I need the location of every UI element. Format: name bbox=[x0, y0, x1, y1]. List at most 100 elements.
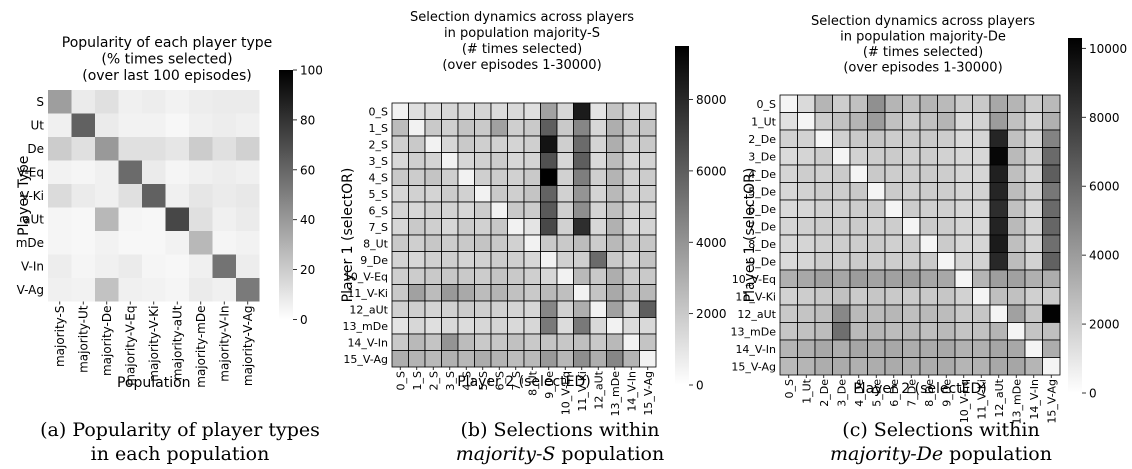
heatmap-cell bbox=[639, 284, 657, 302]
heatmap-cell bbox=[639, 201, 657, 219]
heatmap-cell bbox=[236, 254, 260, 278]
heatmap-cell bbox=[814, 357, 833, 376]
heatmap-cell bbox=[408, 333, 426, 351]
heatmap-cell bbox=[424, 201, 442, 219]
heatmap-cell bbox=[507, 350, 525, 368]
heatmap-cell bbox=[490, 185, 508, 203]
y-tick-label: 10_V-Eq bbox=[732, 273, 776, 286]
chart-title-line: Popularity of each player type bbox=[62, 35, 273, 51]
heatmap-cell bbox=[71, 160, 95, 184]
heatmap-cell bbox=[832, 339, 851, 358]
heatmap-cell bbox=[408, 135, 426, 153]
heatmap-cell bbox=[937, 322, 956, 341]
heatmap-cell bbox=[95, 113, 119, 137]
heatmap-cell bbox=[1007, 182, 1026, 201]
heatmap-cell bbox=[589, 300, 607, 318]
heatmap-cell bbox=[408, 152, 426, 170]
y-tick-label: 15_V-Ag bbox=[731, 360, 776, 373]
heatmap-cell bbox=[902, 199, 921, 218]
heatmap-cell bbox=[849, 252, 868, 271]
heatmap-cell bbox=[639, 135, 657, 153]
colorbar-tick-label: 100 bbox=[300, 64, 323, 78]
heatmap-cell bbox=[408, 185, 426, 203]
heatmap-cell bbox=[989, 252, 1008, 271]
heatmap-cell bbox=[814, 287, 833, 306]
heatmap-cell bbox=[606, 168, 624, 186]
heatmap-cell bbox=[441, 317, 459, 335]
heatmap-cell bbox=[523, 317, 541, 335]
heatmap-cell bbox=[832, 252, 851, 271]
heatmap-cell bbox=[540, 333, 558, 351]
heatmap-cell bbox=[490, 350, 508, 368]
heatmap-cell bbox=[48, 254, 72, 278]
y-tick-label: 11_V-Ki bbox=[735, 290, 776, 303]
heatmap-cell bbox=[937, 164, 956, 183]
y-tick-label: 8_Ut bbox=[363, 237, 389, 250]
heatmap-cell bbox=[832, 287, 851, 306]
heatmap-cell bbox=[622, 251, 640, 269]
heatmap-cell bbox=[972, 129, 991, 148]
heatmap-cell bbox=[408, 201, 426, 219]
heatmap-cell bbox=[457, 201, 475, 219]
heatmap-cell bbox=[902, 339, 921, 358]
heatmap-cell bbox=[954, 112, 973, 131]
heatmap-cell bbox=[457, 135, 475, 153]
heatmap-cell bbox=[622, 119, 640, 137]
heatmap-cell bbox=[236, 137, 260, 161]
heatmap-cell bbox=[540, 102, 558, 120]
heatmap-cell bbox=[606, 185, 624, 203]
colorbar-tick-label: 10000 bbox=[1089, 42, 1127, 56]
heatmap-cell bbox=[424, 119, 442, 137]
heatmap-cell bbox=[95, 278, 119, 302]
chart-title-line: Selection dynamics across players bbox=[811, 14, 1035, 29]
y-tick-label: 14_V-In bbox=[347, 336, 388, 349]
heatmap-cell bbox=[424, 350, 442, 368]
heatmap-cell bbox=[867, 94, 886, 113]
heatmap-cell bbox=[474, 102, 492, 120]
heatmap-cell bbox=[165, 90, 189, 114]
heatmap-cell bbox=[954, 234, 973, 253]
heatmap-cell bbox=[989, 147, 1008, 166]
heatmap-cell bbox=[937, 217, 956, 236]
heatmap-cell bbox=[797, 252, 816, 271]
heatmap-cell bbox=[457, 234, 475, 252]
x-tick-label: majority-S bbox=[53, 306, 67, 368]
heatmap-cell bbox=[573, 119, 591, 137]
y-tick-label: V-Eq bbox=[17, 165, 44, 179]
heatmap-cell bbox=[1042, 112, 1061, 131]
heatmap-cell bbox=[1024, 112, 1043, 131]
heatmap-cell bbox=[622, 168, 640, 186]
heatmap-cell bbox=[639, 251, 657, 269]
heatmap-cell bbox=[797, 182, 816, 201]
heatmap-cell bbox=[165, 278, 189, 302]
heatmap-cell bbox=[589, 168, 607, 186]
heatmap-cell bbox=[622, 300, 640, 318]
heatmap-cell bbox=[189, 90, 213, 114]
heatmap-0: Popularity of each player type(% times s… bbox=[16, 35, 323, 391]
heatmap-cell bbox=[474, 251, 492, 269]
heatmap-cell bbox=[523, 168, 541, 186]
heatmap-cell bbox=[1024, 234, 1043, 253]
y-tick-label: 7_S bbox=[369, 221, 388, 234]
heatmap-cell bbox=[884, 304, 903, 323]
colorbar-tick-label: 20 bbox=[300, 263, 315, 277]
heatmap-cell bbox=[556, 333, 574, 351]
heatmap-cell bbox=[118, 207, 142, 231]
x-tick-label: 6_De bbox=[888, 379, 901, 407]
heatmap-cell bbox=[1024, 164, 1043, 183]
heatmap-cell bbox=[556, 350, 574, 368]
heatmap-cell bbox=[867, 252, 886, 271]
heatmap-cell bbox=[972, 112, 991, 131]
heatmap-cell bbox=[989, 112, 1008, 131]
heatmap-cell bbox=[867, 217, 886, 236]
heatmap-cell bbox=[779, 322, 798, 341]
heatmap-cell bbox=[1042, 164, 1061, 183]
heatmap-cell bbox=[441, 119, 459, 137]
x-tick-label: 15_V-Ag bbox=[1045, 379, 1058, 424]
heatmap-cell bbox=[507, 251, 525, 269]
x-tick-label: majority-V-In bbox=[217, 306, 231, 382]
heatmap-cell bbox=[849, 322, 868, 341]
y-tick-label: V-Ag bbox=[17, 283, 44, 297]
heatmap-cell bbox=[972, 304, 991, 323]
